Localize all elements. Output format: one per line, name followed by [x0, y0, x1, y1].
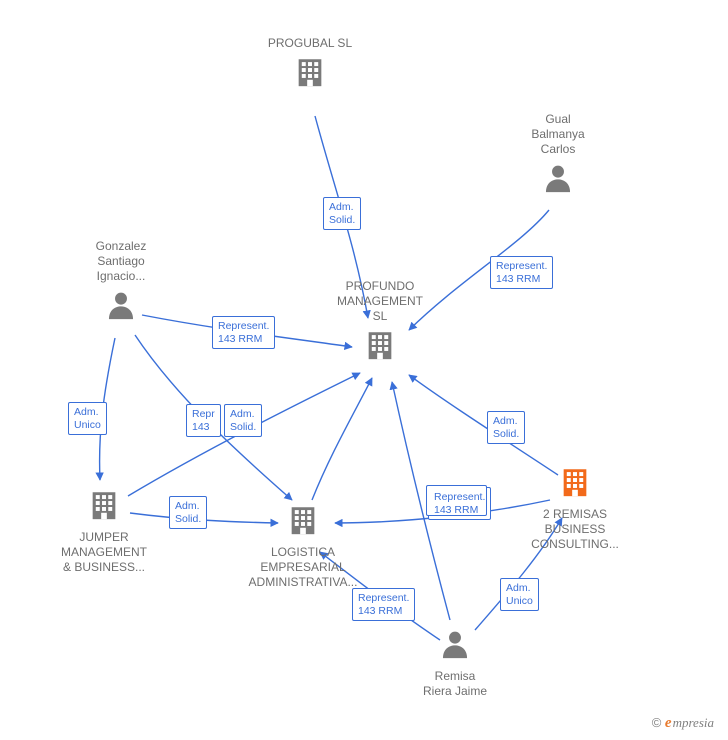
copyright-symbol: ©: [652, 715, 662, 730]
edge-label-e5: Adm. Solid.: [224, 404, 262, 437]
graph-canvas: [0, 0, 728, 740]
edge-label-e9: Adm. Solid.: [487, 411, 525, 444]
edge-label-e7: Adm. Solid.: [169, 496, 207, 529]
edge-label-e5b: Repr 143: [186, 404, 221, 437]
node-progubal[interactable]: PROGUBAL SL: [250, 36, 370, 93]
edge-label-e3: Represent. 143 RRM: [212, 316, 275, 349]
edge-label-e1: Adm. Solid.: [323, 197, 361, 230]
edge-label-e4: Adm. Unico: [68, 402, 107, 435]
copyright-label: © empresia: [652, 715, 714, 732]
node-label: 2 REMISAS BUSINESS CONSULTING...: [510, 507, 640, 552]
node-label: LOGISTICA EMPRESARIAL ADMINISTRATIVA...: [228, 545, 378, 590]
brand-rest: mpresia: [673, 715, 714, 730]
node-logistica[interactable]: LOGISTICA EMPRESARIAL ADMINISTRATIVA...: [228, 503, 378, 590]
building-icon: [87, 488, 121, 522]
node-jumper[interactable]: JUMPER MANAGEMENT & BUSINESS...: [49, 488, 159, 575]
node-gonzalez[interactable]: Gonzalez Santiago Ignacio...: [76, 239, 166, 326]
person-icon: [541, 161, 575, 195]
edge-label-e13: Adm. Unico: [500, 578, 539, 611]
building-icon: [293, 55, 327, 89]
edge-e8: [312, 378, 372, 500]
building-icon: [286, 503, 320, 537]
edge-e9: [409, 375, 558, 475]
node-label: PROGUBAL SL: [250, 36, 370, 51]
node-label: Remisa Riera Jaime: [400, 669, 510, 699]
person-icon: [104, 288, 138, 322]
node-remisas[interactable]: 2 REMISAS BUSINESS CONSULTING...: [510, 465, 640, 552]
node-label: Gonzalez Santiago Ignacio...: [76, 239, 166, 284]
edge-label-e10: Represent. 143 RRM: [428, 487, 491, 520]
brand-initial: e: [665, 715, 672, 731]
node-label: JUMPER MANAGEMENT & BUSINESS...: [49, 530, 159, 575]
node-profundo[interactable]: PROFUNDO MANAGEMENT SL: [320, 279, 440, 366]
node-gual[interactable]: Gual Balmanya Carlos: [513, 112, 603, 199]
edge-label-e11: Represent. 143 RRM: [352, 588, 415, 621]
building-icon: [558, 465, 592, 499]
node-label: Gual Balmanya Carlos: [513, 112, 603, 157]
person-icon: [438, 627, 472, 661]
building-icon: [363, 328, 397, 362]
node-label: PROFUNDO MANAGEMENT SL: [320, 279, 440, 324]
edge-label-e2: Represent. 143 RRM: [490, 256, 553, 289]
node-remisa_riera[interactable]: Remisa Riera Jaime: [400, 627, 510, 699]
